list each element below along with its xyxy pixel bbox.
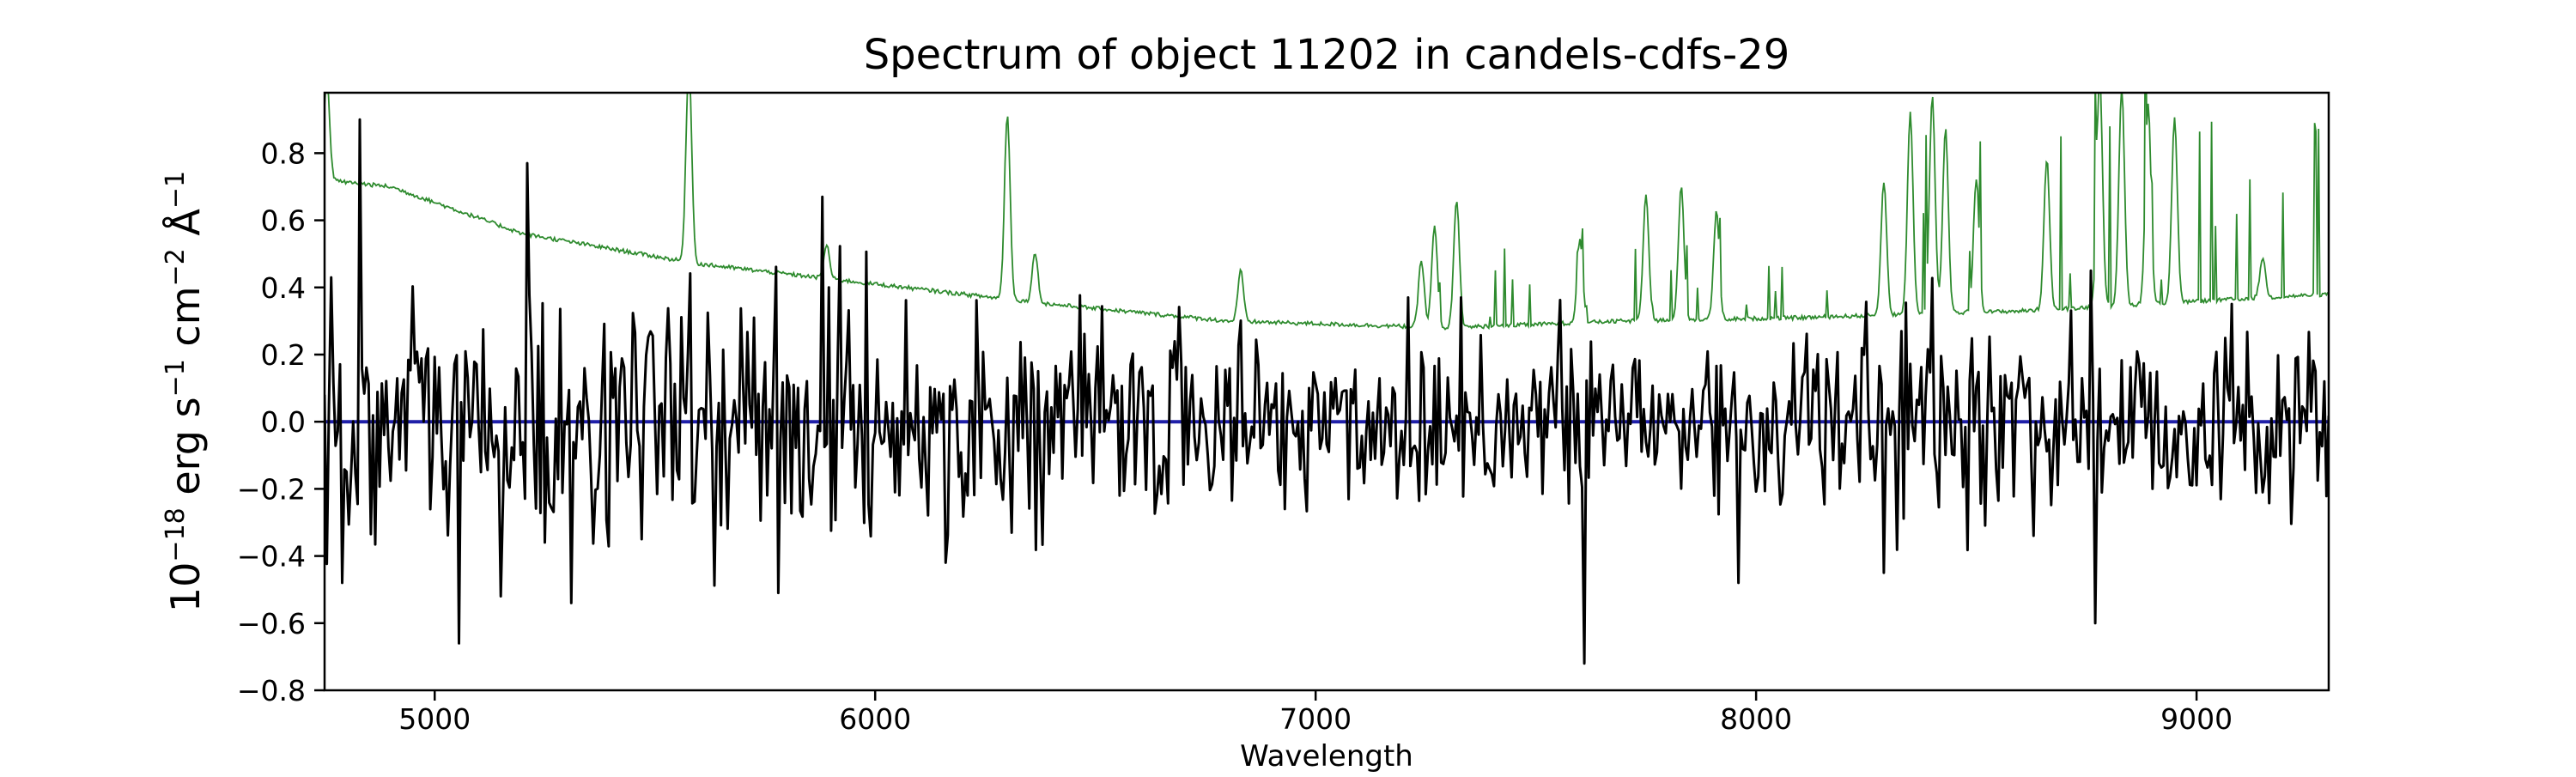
error-spectrum-line: [325, 93, 2329, 331]
y-tick-label: −0.4: [237, 540, 306, 574]
y-axis-label: 10−18 erg s−1 cm−2 Å−1: [161, 171, 209, 612]
plot-area: [323, 91, 2330, 692]
y-label-cm: cm: [162, 286, 209, 359]
y-tick-label: 0.0: [261, 405, 306, 439]
y-label-erg: erg s: [162, 397, 209, 507]
x-tick-label: 8000: [1720, 702, 1792, 736]
y-tick-label: −0.8: [237, 674, 306, 707]
chart-title: Spectrum of object 11202 in candels-cdfs…: [864, 31, 1790, 79]
y-tick-label: −0.6: [237, 607, 306, 640]
x-tick-label: 6000: [839, 702, 911, 736]
y-tick-label: −0.2: [237, 472, 306, 506]
y-label-exp4: −1: [161, 171, 191, 209]
y-label-exp2: −1: [161, 359, 191, 397]
y-tick-label: 0.4: [261, 271, 306, 305]
y-tick-label: 0.2: [261, 338, 306, 372]
plot-frame: [323, 91, 2330, 692]
y-tick-label: 0.8: [261, 137, 306, 170]
x-axis-label: Wavelength: [1240, 739, 1413, 773]
y-axis: −0.8 −0.6 −0.4 −0.2 0.0 0.2 0.4 0.6 0.8: [237, 137, 325, 707]
flux-spectrum-line: [325, 118, 2329, 665]
x-tick-label: 7000: [1279, 702, 1352, 736]
y-label-ang: Å: [162, 209, 209, 249]
y-tick-label: 0.6: [261, 204, 306, 238]
x-tick-label: 9000: [2160, 702, 2233, 736]
series-layer: [325, 93, 2329, 665]
x-tick-label: 5000: [398, 702, 471, 736]
y-label-exp3: −2: [161, 248, 191, 286]
y-label-base: 10: [162, 562, 209, 613]
x-axis: 5000 6000 7000 8000 9000: [398, 690, 2233, 736]
y-label-exp1: −18: [161, 507, 191, 562]
